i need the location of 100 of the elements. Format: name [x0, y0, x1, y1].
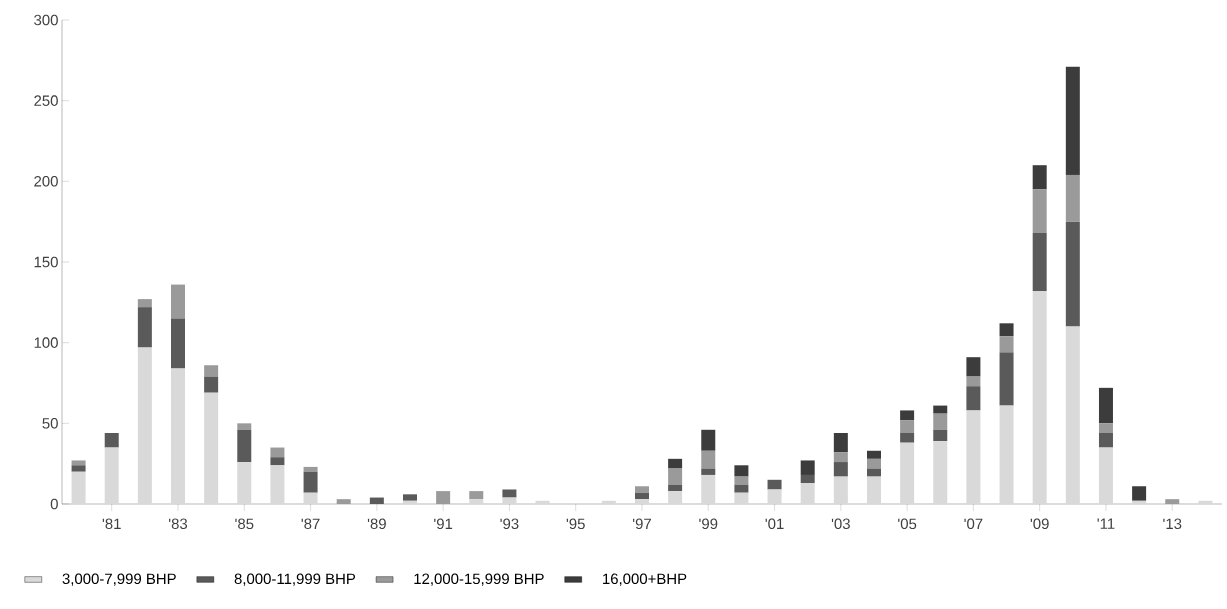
- bar: [171, 284, 185, 319]
- x-tick-label: '09: [1030, 518, 1049, 530]
- x-tick-label: '11: [1097, 518, 1115, 529]
- bar: [1165, 499, 1180, 504]
- bar: [336, 499, 351, 504]
- bar: [634, 499, 649, 504]
- bar: [104, 433, 119, 448]
- bar: [1198, 500, 1213, 504]
- bar: [237, 423, 252, 430]
- bar: [933, 429, 948, 442]
- bar: [866, 476, 881, 504]
- x-tick-label: '89: [367, 518, 386, 530]
- bar: [1032, 189, 1047, 233]
- x-tick-label: '91: [434, 518, 453, 530]
- bar: [402, 494, 417, 501]
- bar: [900, 433, 915, 443]
- bar: [1032, 165, 1047, 190]
- bar: [71, 471, 86, 504]
- bar: [701, 429, 716, 451]
- x-tick-label: '13: [1163, 518, 1182, 530]
- bar: [270, 465, 285, 504]
- bar: [270, 457, 285, 466]
- bar: [204, 392, 219, 504]
- x-tick-label: '03: [831, 518, 850, 530]
- bar: [601, 500, 616, 504]
- legend-label: 16,000+BHP: [603, 573, 687, 586]
- bar: [469, 499, 484, 504]
- bar: [767, 489, 782, 504]
- bar: [966, 376, 981, 387]
- bar: [701, 450, 716, 469]
- bar: [966, 386, 981, 411]
- bar: [1098, 447, 1113, 504]
- bar: [701, 468, 716, 475]
- bar: [866, 468, 881, 477]
- bar: [137, 347, 152, 504]
- x-tick-label: '93: [500, 518, 519, 530]
- bar: [668, 458, 683, 469]
- bar: [1032, 291, 1047, 504]
- bar: [999, 336, 1014, 353]
- bar: [171, 318, 185, 369]
- x-tick-label: '97: [633, 518, 651, 530]
- bar: [933, 405, 948, 414]
- bar: [800, 460, 815, 475]
- bar: [800, 474, 815, 484]
- x-tick-label: '85: [235, 518, 254, 530]
- y-tick-label: 200: [34, 176, 58, 187]
- bar: [402, 500, 417, 504]
- bar: [171, 368, 185, 504]
- bar: [900, 442, 915, 504]
- bar: [999, 352, 1014, 406]
- bar: [1065, 66, 1080, 175]
- bar: [303, 492, 318, 504]
- bar: [1065, 221, 1080, 327]
- y-tick-label: 150: [34, 256, 58, 268]
- x-tick-label: '01: [765, 518, 784, 530]
- bar: [1132, 486, 1147, 501]
- bar: [71, 465, 86, 472]
- bar: [634, 486, 649, 493]
- x-tick-label: '05: [898, 518, 917, 530]
- legend-label: 3,000-7,999 BHP: [62, 573, 176, 586]
- y-tick-label: 0: [50, 498, 58, 510]
- bar: [767, 479, 782, 490]
- bar: [966, 357, 981, 377]
- bar: [634, 492, 649, 500]
- bar: [535, 500, 550, 504]
- bar: [104, 447, 119, 504]
- bar: [833, 462, 848, 477]
- bar: [668, 484, 683, 492]
- bar: [933, 441, 948, 504]
- bar: [933, 413, 948, 430]
- bar: [502, 489, 517, 498]
- bar: [71, 460, 86, 466]
- bar: [900, 420, 915, 434]
- bar: [734, 492, 749, 504]
- bar: [833, 433, 848, 453]
- bar: [734, 476, 749, 485]
- x-tick-label: '95: [566, 518, 585, 530]
- bar: [1098, 387, 1113, 424]
- x-tick-label: '83: [169, 518, 188, 530]
- bar: [833, 476, 848, 504]
- bar: [966, 410, 981, 504]
- bar: [866, 458, 881, 469]
- legend-label: 8,000-11,999 BHP: [234, 573, 356, 586]
- x-tick-label: '87: [301, 518, 320, 530]
- bar: [502, 497, 517, 504]
- bar: [137, 307, 152, 348]
- bar: [800, 483, 815, 504]
- x-tick-label: '81: [102, 518, 121, 530]
- bar: [204, 376, 219, 393]
- x-tick-label: '99: [699, 518, 718, 530]
- bar: [734, 484, 749, 493]
- y-tick-label: 50: [42, 418, 58, 429]
- bar: [1065, 174, 1080, 222]
- bar: [999, 405, 1014, 504]
- bar: [369, 497, 384, 504]
- bar: [237, 429, 252, 463]
- y-tick-label: 300: [34, 14, 58, 26]
- bar: [469, 491, 484, 500]
- bar: [701, 474, 716, 504]
- bar: [999, 323, 1014, 337]
